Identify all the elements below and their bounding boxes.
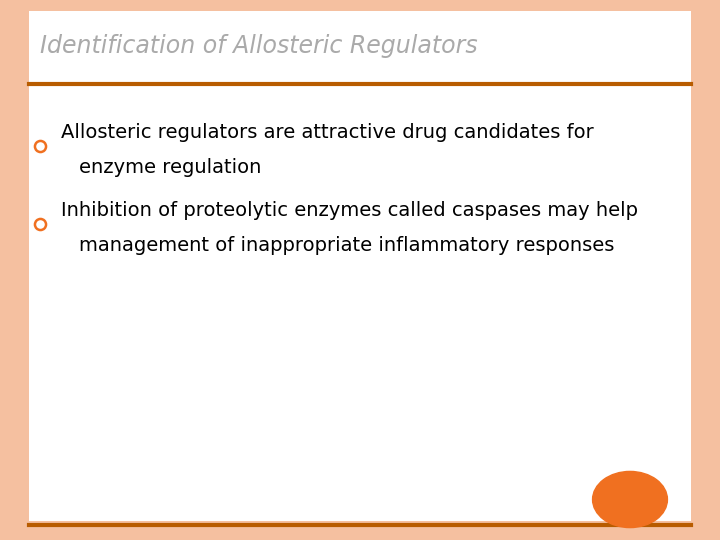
- Text: Allosteric regulators are attractive drug candidates for: Allosteric regulators are attractive dru…: [61, 123, 594, 142]
- Text: Identification of Allosteric Regulators: Identification of Allosteric Regulators: [40, 34, 477, 58]
- FancyBboxPatch shape: [29, 11, 691, 521]
- Text: management of inappropriate inflammatory responses: management of inappropriate inflammatory…: [79, 236, 615, 255]
- Circle shape: [593, 471, 667, 528]
- Text: enzyme regulation: enzyme regulation: [79, 158, 261, 177]
- Text: Inhibition of proteolytic enzymes called caspases may help: Inhibition of proteolytic enzymes called…: [61, 201, 638, 220]
